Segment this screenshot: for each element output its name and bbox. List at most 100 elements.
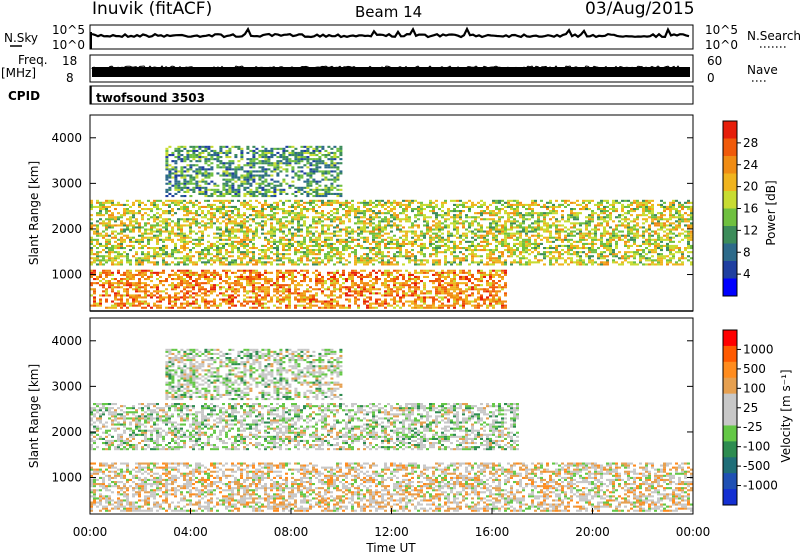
power-cell — [393, 205, 396, 208]
power-cell — [456, 255, 459, 258]
power-cell — [108, 201, 111, 204]
power-cell — [435, 288, 438, 291]
power-cell — [189, 282, 192, 285]
power-cell — [120, 255, 123, 258]
power-cell — [636, 203, 639, 206]
power-cell — [606, 238, 609, 241]
power-cell — [453, 306, 456, 309]
power-cell — [318, 244, 321, 247]
power-cell — [345, 230, 348, 233]
power-cell — [462, 257, 465, 260]
power-cell — [387, 261, 390, 264]
power-cell — [522, 247, 525, 250]
power-cell — [390, 226, 393, 229]
power-cell — [279, 275, 282, 278]
power-cell — [144, 300, 147, 303]
power-cell — [378, 261, 381, 264]
power-cell — [489, 286, 492, 289]
power-cell — [168, 234, 171, 237]
power-cell — [507, 216, 510, 219]
power-cell — [615, 253, 618, 256]
power-cell — [186, 212, 189, 215]
power-cell — [324, 263, 327, 266]
power-cell — [510, 216, 513, 219]
power-cell — [429, 280, 432, 283]
power-cell — [183, 292, 186, 295]
power-cell — [489, 242, 492, 245]
power-cell — [576, 199, 579, 202]
power-cell — [351, 290, 354, 293]
power-cell — [453, 304, 456, 307]
power-cell — [300, 240, 303, 243]
power-cell — [213, 298, 216, 301]
power-cell — [234, 214, 237, 217]
power-cell — [309, 226, 312, 229]
power-cell — [297, 205, 300, 208]
power-cell — [210, 212, 213, 215]
power-cell — [618, 216, 621, 219]
power-cell — [297, 259, 300, 262]
power-cell — [432, 300, 435, 303]
power-cell — [159, 294, 162, 297]
power-cell — [219, 242, 222, 245]
power-cell — [447, 298, 450, 301]
power-cell — [270, 222, 273, 225]
power-cell — [144, 224, 147, 227]
power-cell — [300, 304, 303, 307]
power-cell — [246, 290, 249, 293]
power-cell — [537, 218, 540, 221]
power-cell — [468, 240, 471, 243]
power-cell — [342, 214, 345, 217]
power-cell — [243, 288, 246, 291]
power-cell — [267, 257, 270, 260]
power-cell — [390, 236, 393, 239]
power-cell — [375, 282, 378, 285]
power-cell — [495, 222, 498, 225]
power-cell — [501, 240, 504, 243]
power-cell — [381, 300, 384, 303]
power-cell — [339, 251, 342, 254]
power-cell — [111, 284, 114, 287]
power-cell — [507, 218, 510, 221]
power-cell — [135, 273, 138, 276]
power-cell — [156, 205, 159, 208]
power-cell — [333, 294, 336, 297]
power-cell — [117, 280, 120, 283]
power-cell — [366, 288, 369, 291]
power-cell — [459, 282, 462, 285]
power-cell — [270, 240, 273, 243]
power-cell — [123, 230, 126, 233]
power-cell — [150, 232, 153, 235]
power-cell — [438, 238, 441, 241]
power-cell — [288, 199, 291, 202]
power-cell — [411, 236, 414, 239]
power-cell — [207, 278, 210, 281]
power-cell — [384, 208, 387, 211]
power-cell — [360, 255, 363, 258]
power-cell — [150, 228, 153, 231]
power-cell — [609, 216, 612, 219]
power-cell — [453, 257, 456, 260]
power-cell — [369, 271, 372, 274]
power-cell — [513, 238, 516, 241]
power-cell — [237, 251, 240, 254]
power-cell — [366, 296, 369, 299]
power-cell — [399, 288, 402, 291]
power-cell — [486, 234, 489, 237]
power-cell — [258, 302, 261, 305]
power-cell — [582, 247, 585, 250]
power-cell — [645, 208, 648, 211]
power-cell — [417, 201, 420, 204]
power-cell — [93, 271, 96, 274]
power-cell — [579, 203, 582, 206]
power-cell — [330, 278, 333, 281]
power-cell — [120, 298, 123, 301]
power-cell — [369, 261, 372, 264]
power-cell — [369, 304, 372, 307]
power-cell — [399, 298, 402, 301]
power-cell — [174, 278, 177, 281]
power-cell — [435, 240, 438, 243]
power-cell — [405, 280, 408, 283]
power-cell — [402, 210, 405, 213]
power-cell — [525, 249, 528, 252]
